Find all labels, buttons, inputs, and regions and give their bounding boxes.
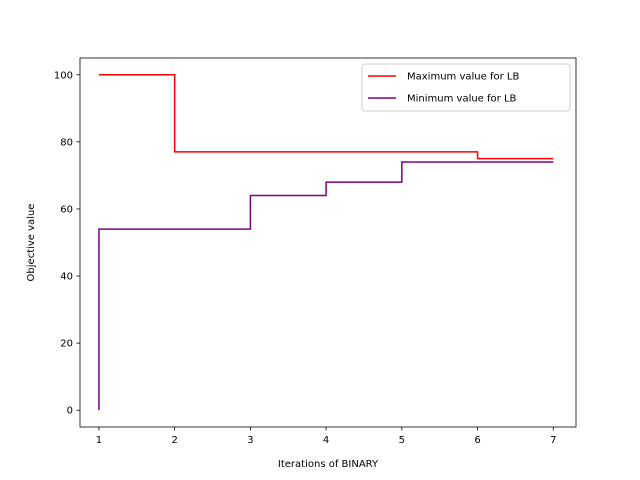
x-axis-label: Iterations of BINARY (278, 459, 379, 470)
legend-label-2: Minimum value for LB (407, 94, 517, 105)
plot-frame (79, 57, 577, 428)
y-tick-label: 80 (60, 137, 73, 148)
y-tick-label: 40 (60, 272, 73, 283)
y-axis-ticks: 0 20 40 60 80 100 (54, 70, 80, 417)
series-line-1 (98, 74, 554, 160)
legend: Maximum value for LB Minimum value for LB (361, 63, 571, 112)
series-layer (98, 74, 554, 411)
x-tick-label: 4 (323, 435, 329, 446)
y-tick-label: 60 (60, 204, 73, 215)
y-tick-label: 100 (54, 70, 73, 81)
x-tick-label: 1 (96, 435, 102, 446)
series-line-2 (98, 161, 554, 411)
legend-label-1: Maximum value for LB (407, 72, 519, 83)
legend-box (361, 63, 571, 112)
x-tick-label: 6 (474, 435, 480, 446)
y-axis-label: Objective value (26, 204, 37, 282)
y-tick-label: 20 (60, 339, 73, 350)
x-tick-label: 3 (247, 435, 253, 446)
x-tick-label: 7 (550, 435, 556, 446)
x-tick-label: 2 (171, 435, 177, 446)
y-tick-label: 0 (67, 406, 73, 417)
x-axis-ticks: 1 2 3 4 5 6 7 (96, 427, 556, 446)
x-tick-label: 5 (399, 435, 405, 446)
